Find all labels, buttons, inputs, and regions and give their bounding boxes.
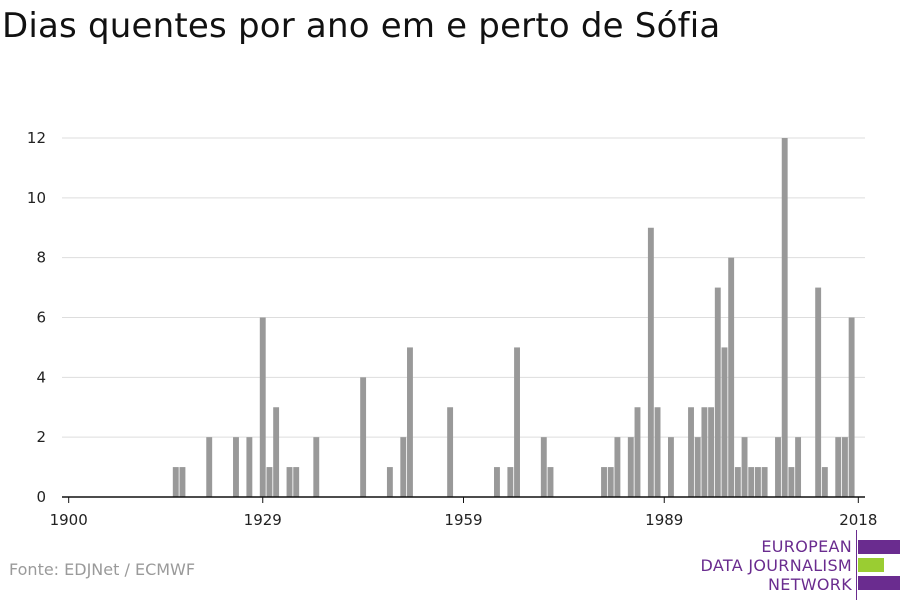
bar: [848, 317, 855, 497]
bar: [841, 437, 848, 497]
bar: [741, 437, 748, 497]
bar: [607, 467, 614, 497]
bar: [172, 467, 179, 497]
bar: [781, 138, 788, 497]
bar: [206, 437, 213, 497]
bar: [795, 437, 802, 497]
edjnet-logo: EUROPEAN DATA JOURNALISM NETWORK: [700, 530, 900, 600]
bar: [734, 467, 741, 497]
bar: [815, 287, 822, 497]
chart-title: Dias quentes por ano em e perto de Sófia: [2, 6, 721, 46]
x-tick-label: 1959: [444, 511, 482, 529]
y-tick-label: 0: [36, 488, 46, 506]
logo-line-3: NETWORK: [768, 575, 852, 594]
bar: [694, 437, 701, 497]
axes: 0 2 4 6 8 10 12 1900 1929 1959 1989 2018: [27, 129, 877, 529]
x-tick-label: 2018: [839, 511, 877, 529]
logo-line-2: DATA JOURNALISM: [700, 556, 852, 575]
bars: [172, 138, 855, 497]
logo-bar-1: [858, 540, 900, 554]
bar: [286, 467, 293, 497]
bar: [614, 437, 621, 497]
bar: [407, 347, 413, 497]
logo-bar-3: [858, 576, 900, 590]
bar: [647, 227, 654, 497]
y-tick-label: 12: [27, 129, 46, 147]
bar: [761, 467, 768, 497]
bar: [821, 467, 828, 497]
bar: [627, 437, 634, 497]
bar: [788, 467, 795, 497]
bar: [748, 467, 755, 497]
bar: [313, 437, 320, 497]
y-tick-label: 2: [36, 428, 46, 446]
logo-divider: [856, 530, 857, 600]
bar: [507, 467, 514, 497]
bar: [233, 437, 239, 497]
bar: [514, 347, 520, 497]
bar: [360, 377, 367, 497]
bar: [688, 407, 694, 497]
bar: [259, 317, 266, 497]
bar: [654, 407, 661, 497]
x-tick-label: 1929: [244, 511, 282, 529]
bar: [714, 287, 721, 497]
bar: [547, 467, 554, 497]
bar: [246, 437, 253, 497]
bar: [708, 407, 715, 497]
bar: [728, 257, 735, 497]
y-tick-label: 4: [36, 368, 46, 386]
logo-line-1: EUROPEAN: [761, 537, 852, 556]
y-tick-label: 6: [36, 309, 46, 327]
bar: [386, 467, 393, 497]
bar: [721, 347, 728, 497]
bar: [400, 437, 407, 497]
bar: [634, 407, 641, 497]
bar: [754, 467, 761, 497]
bar: [266, 467, 273, 497]
bar: [601, 467, 607, 497]
bar: [494, 467, 500, 497]
grid-lines: [62, 137, 865, 438]
y-tick-label: 8: [36, 249, 46, 267]
bar: [835, 437, 842, 497]
logo-bar-2: [858, 558, 884, 572]
bar: [701, 407, 708, 497]
source-note: Fonte: EDJNet / ECMWF: [9, 560, 196, 579]
bar: [775, 437, 781, 497]
y-tick-label: 10: [27, 189, 46, 207]
bar: [667, 437, 674, 497]
bar: [447, 407, 454, 497]
x-tick-label: 1900: [50, 511, 88, 529]
bar: [540, 437, 547, 497]
bar: [273, 407, 280, 497]
bar: [293, 467, 300, 497]
bar: [179, 467, 186, 497]
x-tick-label: 1989: [645, 511, 683, 529]
